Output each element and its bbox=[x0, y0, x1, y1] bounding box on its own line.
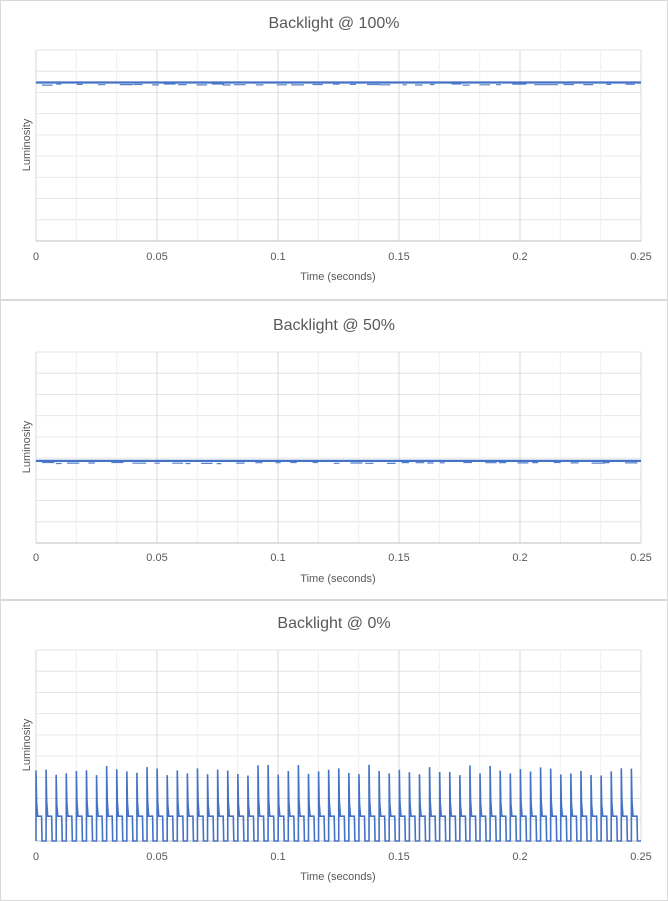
y-axis-label: Luminosity bbox=[21, 420, 33, 473]
x-tick-label: 0 bbox=[33, 851, 39, 863]
chart-area-0 bbox=[0, 0, 668, 300]
x-tick-label: 0 bbox=[33, 251, 39, 263]
x-tick-label: 0.2 bbox=[512, 851, 527, 863]
x-tick-label: 0.1 bbox=[270, 251, 285, 263]
x-tick-label: 0 bbox=[33, 552, 39, 564]
series-line bbox=[35, 764, 641, 842]
chart-0: Backlight @ 100% 0 0.05 0.1 0.15 0.2 0.25 Time … bbox=[21, 15, 652, 283]
x-tick-label: 0.15 bbox=[388, 851, 409, 863]
x-tick-label: 0.1 bbox=[270, 552, 285, 564]
x-tick-label: 0.05 bbox=[146, 251, 167, 263]
chart-area-1 bbox=[0, 300, 668, 600]
x-tick-label: 0.2 bbox=[512, 251, 527, 263]
x-axis-label: Time (seconds) bbox=[300, 871, 375, 883]
y-axis-label: Luminosity bbox=[21, 718, 33, 771]
chart-area-2 bbox=[0, 600, 668, 901]
x-tick-label: 0.05 bbox=[146, 552, 167, 564]
x-axis-label: Time (seconds) bbox=[300, 573, 375, 585]
x-tick-label: 0.05 bbox=[146, 851, 167, 863]
chart-title: Backlight @ 100% bbox=[269, 15, 400, 32]
x-axis-label: Time (seconds) bbox=[300, 271, 375, 283]
chart-2: Backlight @ 0% 0 0.05 0.1 0.15 0.2 0.25 Time (s… bbox=[21, 615, 652, 883]
x-tick-label: 0.15 bbox=[388, 251, 409, 263]
series-noise bbox=[42, 83, 635, 86]
chart-1: Backlight @ 50% 0 0.05 0.1 0.15 0.2 0.25 Time (… bbox=[21, 317, 652, 585]
chart-title: Backlight @ 50% bbox=[273, 317, 395, 334]
chart-title: Backlight @ 0% bbox=[277, 615, 390, 632]
series-noise bbox=[42, 461, 638, 465]
x-tick-label: 0.1 bbox=[270, 851, 285, 863]
x-tick-label: 0.25 bbox=[630, 851, 651, 863]
y-axis-label: Luminosity bbox=[21, 118, 33, 171]
x-tick-label: 0.25 bbox=[630, 251, 651, 263]
x-tick-label: 0.2 bbox=[512, 552, 527, 564]
x-tick-label: 0.15 bbox=[388, 552, 409, 564]
x-tick-label: 0.25 bbox=[630, 552, 651, 564]
